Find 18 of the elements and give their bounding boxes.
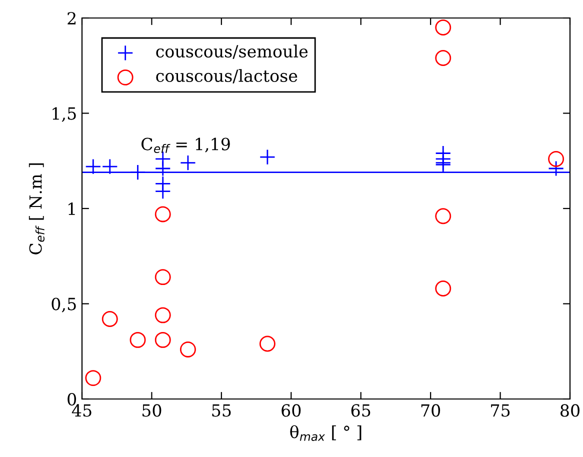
y-tick-label: 2 [68, 12, 76, 24]
x-axis-title: θ$_{max}$ [ ° ] [290, 425, 362, 441]
x-tick-label: 70 [421, 404, 440, 417]
legend-label: couscous/lactose [156, 69, 298, 84]
x-tick-label: 60 [282, 404, 301, 417]
x-tick-label: 50 [142, 404, 162, 417]
y-tick-label: 1,5 [52, 107, 76, 122]
y-tick-label: 0,5 [52, 298, 76, 312]
x-tick-label: 80 [560, 404, 580, 417]
legend-label: couscous/semoule [156, 44, 308, 59]
y-tick-label: 1 [68, 202, 75, 215]
x-tick-label: 65 [351, 404, 370, 417]
x-tick-label: 75 [491, 404, 510, 417]
ref-line-label: C$_{eff}$ = 1,19 [141, 138, 230, 154]
y-axis-title: C$_{eff}$ [ N.m ] [28, 163, 45, 254]
x-tick-label: 55 [212, 404, 231, 417]
x-tick-label: 45 [72, 404, 92, 417]
y-tick-label: 0 [68, 392, 76, 406]
